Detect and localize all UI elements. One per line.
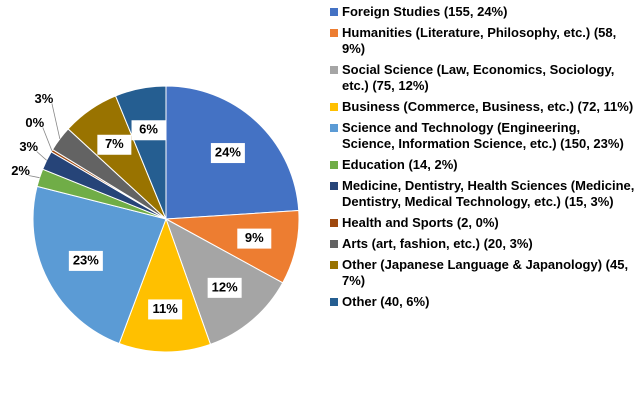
legend-item: Business (Commerce, Business, etc.) (72,… xyxy=(330,99,636,115)
leader-line xyxy=(51,103,61,139)
legend-swatch xyxy=(330,240,338,248)
pie-slice xyxy=(118,217,212,353)
legend-item: Health and Sports (2, 0%) xyxy=(330,215,636,231)
legend-swatch xyxy=(330,298,338,306)
legend-label: Arts (art, fashion, etc.) (20, 3%) xyxy=(342,236,533,251)
legend-swatch xyxy=(330,103,338,111)
data-label: 6% xyxy=(139,122,158,137)
legend-label: Other (40, 6%) xyxy=(342,294,430,309)
label-box xyxy=(237,228,272,249)
legend-item: Education (14, 2%) xyxy=(330,157,636,173)
data-label: 12% xyxy=(212,279,238,294)
legend-label: Health and Sports (2, 0%) xyxy=(342,215,499,230)
data-label: 7% xyxy=(105,136,124,151)
label-box xyxy=(97,134,132,155)
label-box xyxy=(131,120,166,141)
legend-label: Foreign Studies (155, 24%) xyxy=(342,4,508,19)
leader-line xyxy=(28,175,40,179)
legend-item: Other (Japanese Language & Japanology) (… xyxy=(330,257,636,289)
label-box xyxy=(148,299,183,320)
label-box xyxy=(68,250,103,271)
legend-item: Social Science (Law, Economics, Sociolog… xyxy=(330,62,636,94)
data-label: 3% xyxy=(19,139,38,154)
legend-item: Other (40, 6%) xyxy=(330,294,636,310)
legend-label: Humanities (Literature, Philosophy, etc.… xyxy=(342,25,617,56)
legend-label: Education (14, 2%) xyxy=(342,157,458,172)
legend-item: Humanities (Literature, Philosophy, etc.… xyxy=(330,25,636,57)
leader-line xyxy=(42,127,53,151)
legend-swatch xyxy=(330,182,338,190)
legend-swatch xyxy=(330,29,338,37)
legend-item: Foreign Studies (155, 24%) xyxy=(330,4,636,20)
data-label: 9% xyxy=(245,230,264,245)
data-label: 3% xyxy=(35,91,54,106)
data-label: 11% xyxy=(152,301,178,316)
legend-swatch xyxy=(330,219,338,227)
legend-label: Business (Commerce, Business, etc.) (72,… xyxy=(342,99,634,114)
legend-swatch xyxy=(330,124,338,132)
legend-swatch xyxy=(330,66,338,74)
leader-line xyxy=(36,151,47,161)
legend-item: Science and Technology (Engineering, Sci… xyxy=(330,120,636,152)
data-label: 24% xyxy=(215,144,241,159)
legend: Foreign Studies (155, 24%) Humanities (Li… xyxy=(330,4,636,310)
data-label: 0% xyxy=(25,115,44,130)
legend-swatch xyxy=(330,8,338,16)
data-label: 23% xyxy=(73,252,99,267)
pie-slice xyxy=(114,85,167,220)
legend-label: Other (Japanese Language & Japanology) (… xyxy=(342,257,629,288)
legend-label: Science and Technology (Engineering, Sci… xyxy=(342,120,624,151)
legend-item: Medicine, Dentistry, Health Sciences (Me… xyxy=(330,178,636,210)
legend-item: Arts (art, fashion, etc.) (20, 3%) xyxy=(330,236,636,252)
legend-swatch xyxy=(330,261,338,269)
legend-swatch xyxy=(330,161,338,169)
legend-label: Medicine, Dentistry, Health Sciences (Me… xyxy=(342,178,635,209)
data-label: 2% xyxy=(11,163,30,178)
label-box xyxy=(210,143,245,164)
legend-label: Social Science (Law, Economics, Sociolog… xyxy=(342,62,615,93)
pie-area: 24% 9% 12% 11% 23% 2% 3% 0% 3% 7% 6% xyxy=(11,85,300,353)
label-box xyxy=(207,277,242,298)
